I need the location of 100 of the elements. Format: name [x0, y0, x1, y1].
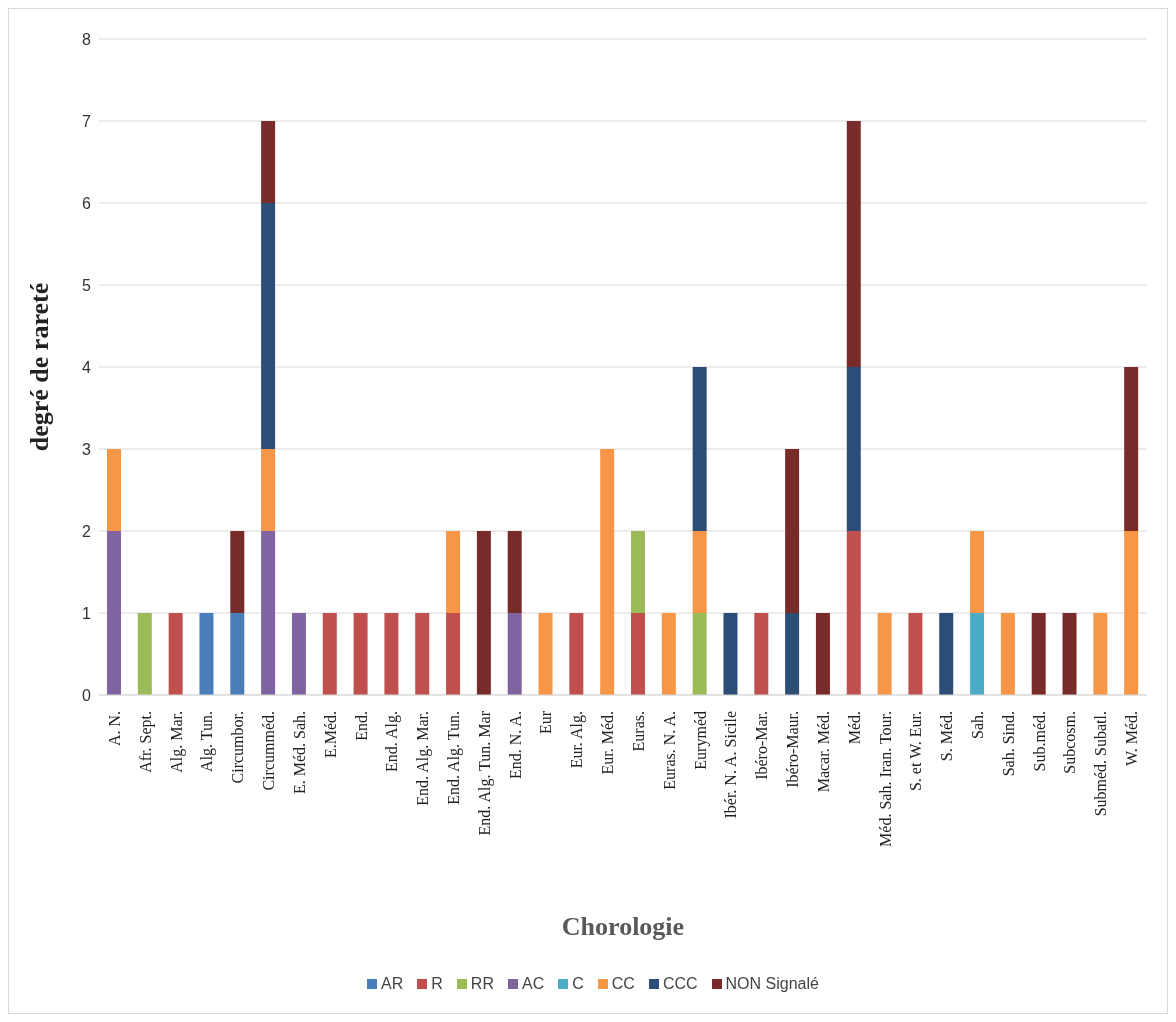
- bar: [970, 613, 985, 695]
- x-tick-label: A. N.: [105, 711, 123, 747]
- x-tick-label: Eur: [537, 710, 555, 735]
- y-tick-label: 8: [82, 30, 92, 48]
- x-tick-label: Euras. N. A.: [660, 711, 678, 790]
- bar: [692, 613, 707, 695]
- bar: [538, 613, 553, 695]
- bar: [692, 367, 707, 531]
- legend-label: NON Signalé: [725, 975, 819, 993]
- y-tick-label: 6: [82, 194, 92, 212]
- bar: [199, 613, 214, 695]
- x-tick-label: End. N. A.: [506, 711, 524, 779]
- x-tick-label: End. Alg. Mar.: [414, 711, 433, 806]
- bar: [600, 449, 615, 695]
- x-tick-label: Subcosm.: [1061, 711, 1079, 774]
- bar: [1000, 613, 1015, 695]
- bar: [1093, 613, 1108, 695]
- x-tick-label: End. Alg. Tun.: [444, 711, 463, 805]
- x-tick-label: Sah. Sind.: [999, 711, 1017, 777]
- bar: [785, 613, 800, 695]
- bar: [970, 531, 985, 613]
- x-tick-label: Alg. Mar.: [167, 711, 186, 773]
- x-tick-label: Macar. Méd.: [814, 711, 832, 793]
- x-tick-label: Ibér. N. A. Sicile: [722, 711, 740, 819]
- bar: [507, 531, 522, 613]
- bar: [261, 203, 276, 449]
- bar: [107, 531, 121, 695]
- x-tick-label: Alg. Tun.: [198, 711, 217, 772]
- bar: [631, 531, 645, 613]
- bar: [446, 613, 461, 695]
- bar: [661, 613, 676, 695]
- x-tick-label: Subméd. Subatl.: [1092, 711, 1110, 817]
- x-tick-label: E. Méd. Sah.: [290, 711, 308, 795]
- bar: [261, 121, 276, 203]
- bar: [846, 531, 861, 695]
- bar: [261, 449, 276, 531]
- x-tick-label: Eur. Alg.: [568, 711, 587, 769]
- bar: [476, 531, 491, 695]
- y-tick-label: 7: [82, 112, 92, 130]
- y-tick-label: 5: [82, 276, 92, 294]
- x-tick-label: Méd.: [845, 711, 863, 745]
- bar: [846, 367, 861, 531]
- bar: [723, 613, 738, 695]
- bar: [1124, 367, 1139, 531]
- bar: [446, 531, 461, 613]
- x-tick-label: Sub.méd.: [1030, 711, 1048, 772]
- bar: [877, 613, 892, 695]
- x-tick-label: Circumméd.: [260, 711, 278, 791]
- bar: [939, 613, 954, 695]
- x-tick-label: End. Alg. Tun. Mar: [475, 710, 494, 836]
- x-tick-label: End.: [352, 711, 370, 741]
- x-tick-label: End. Alg.: [383, 711, 402, 772]
- x-tick-label: Afr. Sept.: [136, 711, 155, 773]
- x-tick-label: E.Méd.: [321, 711, 339, 759]
- legend-label: C: [572, 975, 584, 993]
- x-tick-label: S. Méd.: [938, 711, 956, 762]
- bar: [908, 613, 923, 695]
- x-tick-label: Eur. Méd.: [599, 711, 617, 775]
- x-tick-label: Méd. Sah. Iran. Tour.: [876, 711, 894, 847]
- bar: [384, 613, 399, 695]
- bar: [1124, 531, 1139, 695]
- y-axis-title: degré de rareté: [25, 282, 55, 452]
- bar: [692, 531, 707, 613]
- bar: [569, 613, 584, 695]
- bar: [230, 613, 245, 695]
- bar: [107, 449, 121, 531]
- bar: [291, 613, 306, 695]
- x-tick-label: S. et W. Eur.: [907, 711, 925, 792]
- x-axis-title: Chorologie: [561, 912, 685, 941]
- y-tick-label: 3: [82, 440, 92, 458]
- legend-label: CCC: [662, 975, 698, 993]
- bar: [631, 613, 645, 695]
- x-tick-label: Ibéro-Maur.: [784, 711, 802, 788]
- x-tick-label: W. Méd.: [1123, 711, 1141, 766]
- bar: [353, 613, 368, 695]
- bar: [507, 613, 522, 695]
- bar: [261, 531, 276, 695]
- bar: [230, 531, 245, 613]
- bar: [785, 449, 800, 613]
- bar: [815, 613, 830, 695]
- x-tick-label: Sah.: [968, 711, 986, 739]
- legend-label: AC: [521, 975, 545, 993]
- bar: [137, 613, 152, 695]
- legend-label: R: [431, 975, 443, 993]
- legend-label: CC: [611, 975, 635, 993]
- bar: [846, 121, 861, 367]
- y-tick-label: 1: [82, 604, 92, 622]
- y-tick-label: 0: [82, 686, 92, 704]
- legend-label: AR: [381, 975, 404, 993]
- x-tick-label: Ibéro-Mar.: [753, 711, 771, 780]
- y-tick-label: 2: [82, 522, 92, 540]
- x-tick-label: Circumbor.: [229, 711, 247, 784]
- bar: [168, 613, 183, 695]
- bar: [1031, 613, 1046, 695]
- x-tick-label: Euras.: [629, 711, 647, 752]
- y-tick-label: 4: [82, 358, 92, 376]
- bar: [754, 613, 769, 695]
- bar: [1062, 613, 1077, 695]
- legend-label: RR: [470, 975, 494, 993]
- bar: [322, 613, 337, 695]
